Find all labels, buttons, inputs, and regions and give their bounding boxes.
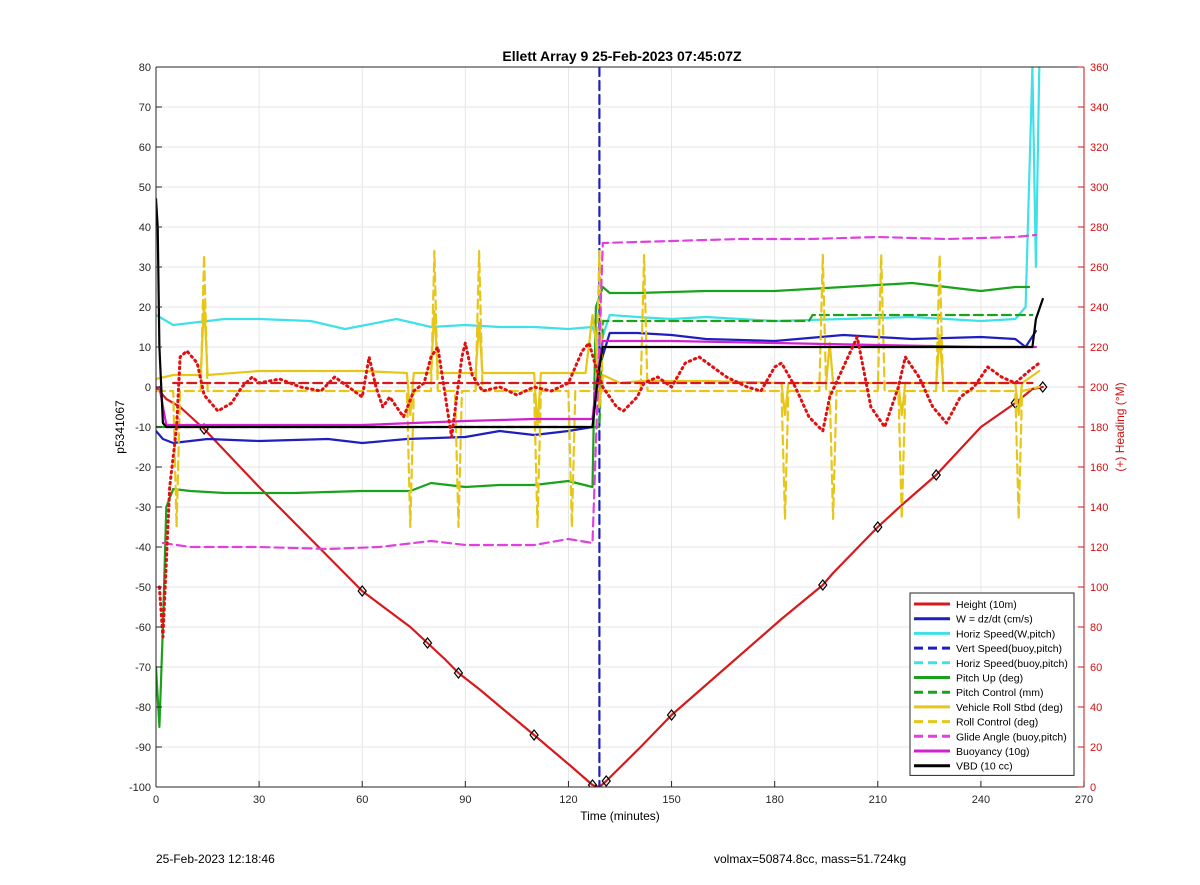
height-marker xyxy=(357,585,367,597)
height-marker xyxy=(931,469,941,481)
height-marker xyxy=(818,579,828,591)
y2-tick-label: 320 xyxy=(1090,142,1108,154)
y2-tick-label: 260 xyxy=(1090,262,1108,274)
legend-label: W = dz/dt (cm/s) xyxy=(956,614,1033,626)
y-tick-label: -50 xyxy=(135,582,151,594)
y-tick-label: 50 xyxy=(139,182,151,194)
x-tick-label: 210 xyxy=(869,794,887,806)
height-marker xyxy=(873,521,883,533)
height-marker xyxy=(1037,381,1048,393)
series-line-11 xyxy=(156,197,1044,429)
height-marker xyxy=(666,709,677,721)
x-tick-label: 270 xyxy=(1075,794,1093,806)
chart-title: Ellett Array 9 25-Feb-2023 07:45:07Z xyxy=(502,48,742,64)
legend-label: Roll Control (deg) xyxy=(956,717,1038,729)
y2-tick-label: 300 xyxy=(1090,182,1108,194)
x-tick-label: 30 xyxy=(253,794,265,806)
y2-tick-label: 340 xyxy=(1090,102,1108,114)
y2-tick-label: 40 xyxy=(1090,702,1102,714)
series-line-2 xyxy=(156,67,1041,349)
height-marker xyxy=(601,775,612,787)
height-marker xyxy=(422,637,433,649)
x-tick-label: 0 xyxy=(153,794,159,806)
y2-tick-label: 280 xyxy=(1090,222,1108,234)
axes: 0 30 60 90 120 150 180 210 240 270-100-90-80-70-6… xyxy=(129,62,1108,806)
y-tick-label: -10 xyxy=(135,422,151,434)
y-tick-label: 0 xyxy=(145,382,151,394)
y-tick-label: 60 xyxy=(139,142,151,154)
legend-label: Buoyancy (10g) xyxy=(956,746,1030,758)
y2-tick-label: 160 xyxy=(1090,462,1108,474)
y2-tick-label: 60 xyxy=(1090,662,1102,674)
legend-label: Height (10m) xyxy=(956,599,1017,611)
legend-label: Horiz Speed(W,pitch) xyxy=(956,628,1055,640)
y-tick-label: 80 xyxy=(139,62,151,74)
x-tick-label: 180 xyxy=(765,794,783,806)
y-tick-label: -40 xyxy=(135,542,151,554)
legend: Height (10m) W = dz/dt (cm/s) Horiz Speed(… xyxy=(909,592,1075,776)
legend-label: Pitch Control (mm) xyxy=(956,687,1044,699)
series-layer xyxy=(156,67,1048,787)
y-tick-label: -100 xyxy=(129,782,151,794)
series-line-8 xyxy=(156,249,1041,529)
y2-tick-label: 200 xyxy=(1090,382,1108,394)
legend-label: VBD (10 cc) xyxy=(956,761,1013,773)
x-tick-label: 120 xyxy=(559,794,577,806)
legend-label: Glide Angle (buoy,pitch) xyxy=(956,731,1067,743)
y-tick-label: -70 xyxy=(135,662,151,674)
series-line-5 xyxy=(156,281,1031,729)
y2-tick-label: 140 xyxy=(1090,502,1108,514)
height-marker xyxy=(453,667,464,679)
y2-tick-label: 220 xyxy=(1090,342,1108,354)
y2-tick-label: 100 xyxy=(1090,582,1108,594)
x-tick-label: 150 xyxy=(662,794,680,806)
x-tick-label: 90 xyxy=(459,794,471,806)
series-line-0 xyxy=(156,385,1044,787)
y2-tick-label: 180 xyxy=(1090,422,1108,434)
y-tick-label: -80 xyxy=(135,702,151,714)
y2-axis-label: (+) Heading (°M) xyxy=(1113,382,1127,471)
legend-box xyxy=(909,592,1075,776)
y2-tick-label: 80 xyxy=(1090,622,1102,634)
y2-tick-label: 360 xyxy=(1090,62,1108,74)
y-axis-label: p5341067 xyxy=(113,400,127,454)
x-axis-label: Time (minutes) xyxy=(580,809,660,823)
legend-label: Pitch Up (deg) xyxy=(956,673,1023,685)
y-tick-label: 20 xyxy=(139,302,151,314)
y2-tick-label: 0 xyxy=(1090,782,1096,794)
height-marker xyxy=(587,779,598,787)
y-tick-label: -60 xyxy=(135,622,151,634)
series-line-9 xyxy=(161,233,1038,551)
y-tick-label: 10 xyxy=(139,342,151,354)
legend-label: Vehicle Roll Stbd (deg) xyxy=(956,702,1063,714)
y-tick-label: 70 xyxy=(139,102,151,114)
height-marker xyxy=(529,729,539,741)
x-tick-label: 240 xyxy=(972,794,990,806)
footer-vehicle-info: volmax=50874.8cc, mass=51.724kg xyxy=(714,852,907,866)
y2-tick-label: 20 xyxy=(1090,742,1102,754)
y2-tick-label: 240 xyxy=(1090,302,1108,314)
footer-timestamp: 25-Feb-2023 12:18:46 xyxy=(156,852,275,866)
y-tick-label: -30 xyxy=(135,502,151,514)
y-tick-label: 40 xyxy=(139,222,151,234)
legend-label: Vert Speed(buoy,pitch) xyxy=(956,643,1062,655)
y2-tick-label: 120 xyxy=(1090,542,1108,554)
y-tick-label: -20 xyxy=(135,462,151,474)
x-tick-label: 60 xyxy=(356,794,368,806)
y-tick-label: 30 xyxy=(139,262,151,274)
legend-label: Horiz Speed(buoy,pitch) xyxy=(956,658,1068,670)
y-tick-label: -90 xyxy=(135,742,151,754)
